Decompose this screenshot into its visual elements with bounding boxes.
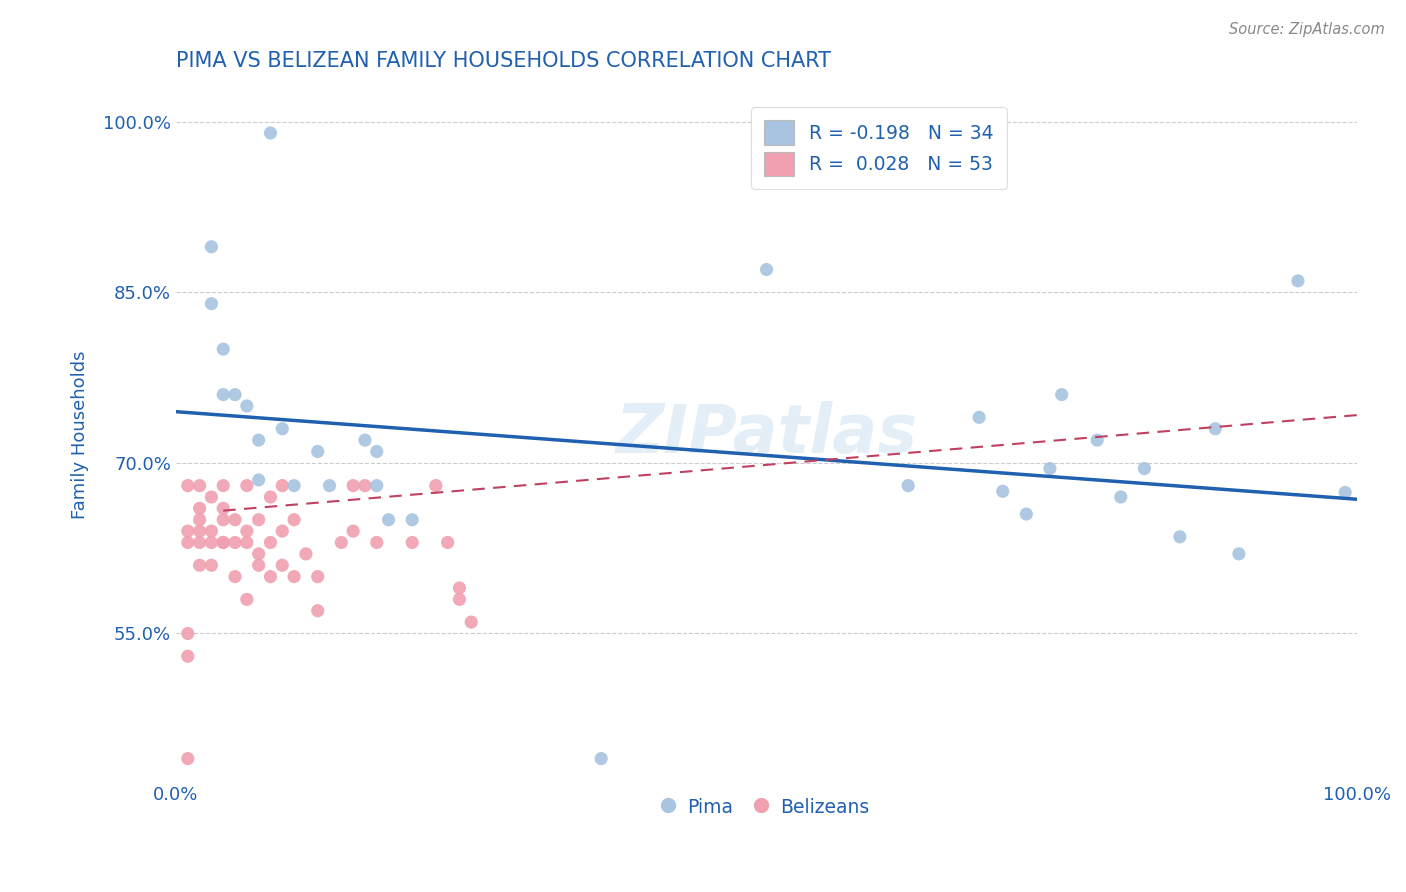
Point bbox=[1286, 274, 1309, 288]
Point bbox=[897, 478, 920, 492]
Point bbox=[212, 387, 235, 401]
Point bbox=[236, 592, 259, 607]
Point bbox=[212, 535, 235, 549]
Point bbox=[271, 524, 294, 538]
Text: Source: ZipAtlas.com: Source: ZipAtlas.com bbox=[1229, 22, 1385, 37]
Point bbox=[1133, 461, 1156, 475]
Point bbox=[1227, 547, 1250, 561]
Point bbox=[449, 581, 471, 595]
Point bbox=[200, 558, 222, 573]
Point bbox=[247, 558, 270, 573]
Point bbox=[200, 296, 222, 310]
Point bbox=[177, 626, 200, 640]
Point bbox=[449, 592, 471, 607]
Point bbox=[342, 524, 364, 538]
Point bbox=[991, 484, 1014, 499]
Point bbox=[259, 569, 281, 583]
Point bbox=[401, 535, 423, 549]
Point bbox=[1109, 490, 1132, 504]
Point bbox=[188, 524, 211, 538]
Point bbox=[259, 535, 281, 549]
Point bbox=[212, 535, 235, 549]
Point bbox=[366, 444, 388, 458]
Point bbox=[377, 513, 399, 527]
Point bbox=[188, 513, 211, 527]
Point bbox=[212, 513, 235, 527]
Point bbox=[283, 478, 305, 492]
Point bbox=[342, 478, 364, 492]
Point bbox=[967, 410, 990, 425]
Point bbox=[236, 535, 259, 549]
Point bbox=[271, 422, 294, 436]
Point bbox=[259, 126, 281, 140]
Point bbox=[236, 524, 259, 538]
Point bbox=[177, 478, 200, 492]
Point bbox=[236, 478, 259, 492]
Y-axis label: Family Households: Family Households bbox=[72, 351, 89, 518]
Point bbox=[200, 535, 222, 549]
Point bbox=[177, 649, 200, 664]
Point bbox=[188, 535, 211, 549]
Point bbox=[307, 569, 329, 583]
Point bbox=[247, 433, 270, 447]
Point bbox=[1204, 422, 1226, 436]
Point bbox=[236, 399, 259, 413]
Point bbox=[200, 240, 222, 254]
Point bbox=[247, 473, 270, 487]
Point bbox=[200, 524, 222, 538]
Point bbox=[1050, 387, 1073, 401]
Point bbox=[330, 535, 353, 549]
Point bbox=[177, 524, 200, 538]
Point bbox=[460, 615, 482, 629]
Point bbox=[318, 478, 340, 492]
Point bbox=[271, 478, 294, 492]
Point bbox=[247, 513, 270, 527]
Point bbox=[224, 513, 246, 527]
Point bbox=[1334, 485, 1357, 500]
Point bbox=[259, 490, 281, 504]
Point bbox=[224, 387, 246, 401]
Point bbox=[177, 535, 200, 549]
Point bbox=[224, 535, 246, 549]
Text: ZIPatlas: ZIPatlas bbox=[616, 401, 918, 467]
Point bbox=[271, 558, 294, 573]
Legend: Pima, Belizeans: Pima, Belizeans bbox=[655, 789, 877, 824]
Point bbox=[200, 490, 222, 504]
Point bbox=[307, 444, 329, 458]
Point bbox=[224, 569, 246, 583]
Point bbox=[1015, 507, 1038, 521]
Point bbox=[755, 262, 778, 277]
Point bbox=[366, 478, 388, 492]
Point bbox=[188, 501, 211, 516]
Point bbox=[307, 604, 329, 618]
Point bbox=[212, 478, 235, 492]
Point bbox=[401, 513, 423, 527]
Point bbox=[212, 342, 235, 356]
Text: PIMA VS BELIZEAN FAMILY HOUSEHOLDS CORRELATION CHART: PIMA VS BELIZEAN FAMILY HOUSEHOLDS CORRE… bbox=[176, 51, 831, 70]
Point bbox=[436, 535, 458, 549]
Point bbox=[354, 433, 377, 447]
Point bbox=[212, 501, 235, 516]
Point bbox=[188, 478, 211, 492]
Point bbox=[591, 751, 613, 765]
Point bbox=[295, 547, 318, 561]
Point bbox=[283, 513, 305, 527]
Point bbox=[366, 535, 388, 549]
Point bbox=[1168, 530, 1191, 544]
Point bbox=[354, 478, 377, 492]
Point bbox=[1085, 433, 1108, 447]
Point bbox=[177, 751, 200, 765]
Point bbox=[425, 478, 447, 492]
Point bbox=[1039, 461, 1062, 475]
Point bbox=[188, 558, 211, 573]
Point bbox=[247, 547, 270, 561]
Point bbox=[283, 569, 305, 583]
